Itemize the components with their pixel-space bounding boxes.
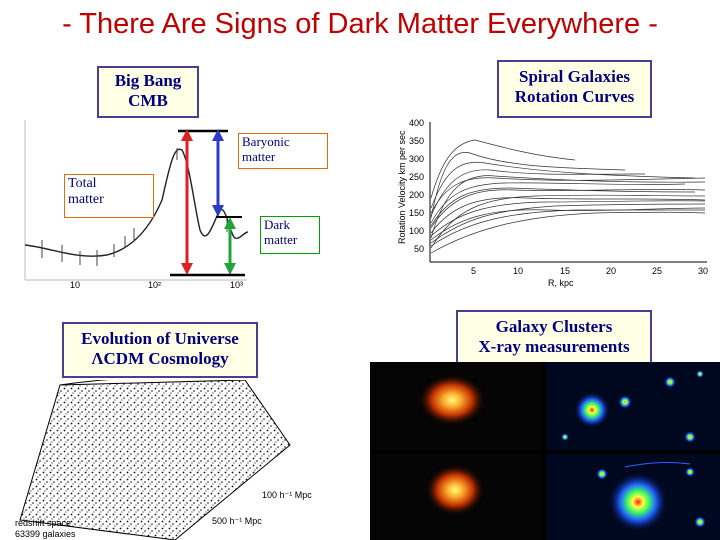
svg-text:100: 100 — [409, 226, 424, 236]
svg-text:500 h⁻¹ Mpc: 500 h⁻¹ Mpc — [212, 516, 262, 526]
svg-text:150: 150 — [409, 208, 424, 218]
svg-text:10: 10 — [70, 280, 80, 290]
slide-title: - There Are Signs of Dark Matter Everywh… — [62, 8, 658, 40]
svg-text:5: 5 — [471, 266, 476, 276]
baryonic-matter-label: Baryonic matter — [238, 133, 328, 169]
svg-text:100 h⁻¹ Mpc: 100 h⁻¹ Mpc — [262, 490, 312, 500]
cluster-optical-1 — [418, 374, 486, 426]
evolution-box: Evolution of Universe ΛCDM Cosmology — [62, 322, 258, 378]
rotation-curves-plot: Rotation Velocity km per sec 400 350 300… — [397, 118, 708, 288]
svg-text:250: 250 — [409, 172, 424, 182]
total-matter-label: Total matter — [64, 174, 154, 218]
svg-text:200: 200 — [409, 190, 424, 200]
galaxy-clusters-box: Galaxy Clusters X-ray measurements — [456, 310, 652, 366]
cluster-xray-2 — [608, 472, 668, 532]
svg-text:350: 350 — [409, 136, 424, 146]
svg-text:30: 30 — [698, 266, 708, 276]
svg-text:25: 25 — [652, 266, 662, 276]
survey-wedge — [19, 380, 291, 540]
svg-text:redshift space: redshift space — [15, 518, 71, 528]
svg-text:10²: 10² — [148, 280, 161, 290]
galaxy-survey-map: 100 h⁻¹ Mpc 500 h⁻¹ Mpc redshift space 6… — [15, 380, 312, 540]
svg-text:15: 15 — [560, 266, 570, 276]
svg-text:300: 300 — [409, 154, 424, 164]
svg-text:10³: 10³ — [230, 280, 243, 290]
cluster-xray-1 — [574, 392, 610, 428]
xray-cluster-images — [370, 362, 720, 540]
dark-matter-label: Dark matter — [260, 216, 320, 254]
cmb-arrows — [170, 129, 245, 277]
rotation-curves-box: Spiral Galaxies Rotation Curves — [497, 60, 652, 118]
svg-text:20: 20 — [606, 266, 616, 276]
svg-text:R, kpc: R, kpc — [548, 278, 574, 288]
svg-text:10: 10 — [513, 266, 523, 276]
cmb-label-box: Big Bang CMB — [97, 66, 199, 118]
svg-text:63399 galaxies: 63399 galaxies — [15, 529, 76, 539]
svg-text:50: 50 — [414, 244, 424, 254]
rotation-ylabel: Rotation Velocity km per sec — [397, 130, 407, 244]
rotation-curve-lines — [430, 139, 706, 254]
cluster-optical-2 — [425, 464, 485, 516]
svg-text:400: 400 — [409, 118, 424, 128]
